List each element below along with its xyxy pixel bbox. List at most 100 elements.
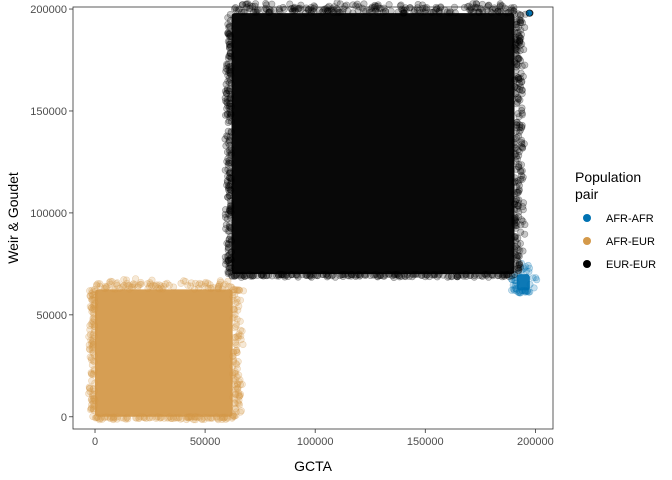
data-point (226, 106, 234, 114)
data-point (123, 414, 131, 422)
data-point (521, 221, 529, 229)
data-point (233, 315, 241, 323)
data-point (131, 281, 139, 289)
data-point (514, 23, 522, 31)
data-point (405, 272, 413, 280)
data-point (516, 96, 524, 104)
data-point (514, 252, 522, 260)
data-point (296, 4, 304, 12)
data-point (516, 57, 524, 65)
data-point (521, 10, 529, 18)
data-point (431, 271, 439, 279)
data-point (521, 287, 529, 295)
data-point (222, 67, 230, 75)
data-point (226, 175, 234, 183)
data-point (153, 413, 161, 421)
data-point (187, 282, 195, 290)
data-point (90, 325, 98, 333)
data-point (106, 414, 114, 422)
data-point (224, 37, 232, 45)
data-point (91, 387, 99, 395)
data-point (229, 362, 237, 370)
data-point (227, 42, 235, 50)
data-point (512, 21, 520, 29)
data-point (238, 271, 246, 279)
data-point (478, 272, 486, 280)
data-point (515, 288, 523, 296)
data-point (513, 119, 521, 127)
data-point (519, 144, 527, 152)
data-point (514, 288, 522, 296)
data-point (90, 301, 98, 309)
data-point (521, 287, 529, 295)
data-point (224, 166, 232, 174)
data-point (227, 145, 235, 153)
data-point (94, 280, 102, 288)
data-point (263, 272, 271, 280)
data-point (228, 256, 236, 264)
data-point (517, 175, 525, 183)
data-point (514, 95, 522, 103)
data-point (514, 252, 522, 260)
data-point (279, 271, 287, 279)
data-point (513, 100, 521, 108)
data-point (512, 224, 520, 232)
data-point (265, 9, 273, 17)
data-point (512, 40, 520, 48)
data-point (223, 132, 231, 140)
data-point (224, 133, 232, 141)
data-point (225, 40, 233, 48)
data-point (89, 385, 97, 393)
data-point (85, 384, 93, 392)
y-tick-label: 0 (61, 412, 67, 424)
data-point (362, 7, 370, 15)
data-point (511, 83, 519, 91)
data-point (232, 299, 240, 307)
data-point (157, 284, 165, 292)
data-point (475, 271, 483, 279)
data-point (220, 282, 228, 290)
data-point (226, 102, 234, 110)
data-point (423, 271, 431, 279)
data-point (129, 280, 137, 288)
data-point (513, 39, 521, 47)
data-point (512, 63, 520, 71)
data-point (178, 414, 186, 422)
data-point (226, 49, 234, 57)
data-point (380, 4, 388, 12)
data-point (172, 414, 180, 422)
data-point (222, 65, 230, 73)
data-point (102, 413, 110, 421)
data-point (489, 271, 497, 279)
data-point (259, 271, 267, 279)
data-point (328, 272, 336, 280)
data-point (517, 17, 525, 25)
data-point (236, 390, 244, 398)
data-point (512, 24, 520, 32)
data-point (90, 394, 98, 402)
data-point (512, 284, 520, 292)
data-point (124, 415, 132, 423)
data-point (439, 271, 447, 279)
data-point (91, 296, 99, 304)
data-point (511, 135, 519, 143)
data-point (224, 77, 232, 85)
data-point (519, 265, 527, 273)
data-point (525, 288, 533, 296)
data-point (100, 284, 108, 292)
data-point (153, 281, 161, 289)
data-point (512, 150, 520, 158)
data-point (514, 54, 522, 62)
data-point (88, 395, 96, 403)
data-point (226, 40, 234, 48)
data-point (197, 280, 205, 288)
data-point (381, 7, 389, 15)
data-point (265, 8, 273, 16)
data-point (91, 414, 99, 422)
data-point (226, 43, 234, 51)
data-point (515, 208, 523, 216)
data-point (90, 328, 98, 336)
data-point (514, 240, 522, 248)
data-point (257, 271, 265, 279)
data-point (227, 128, 235, 136)
